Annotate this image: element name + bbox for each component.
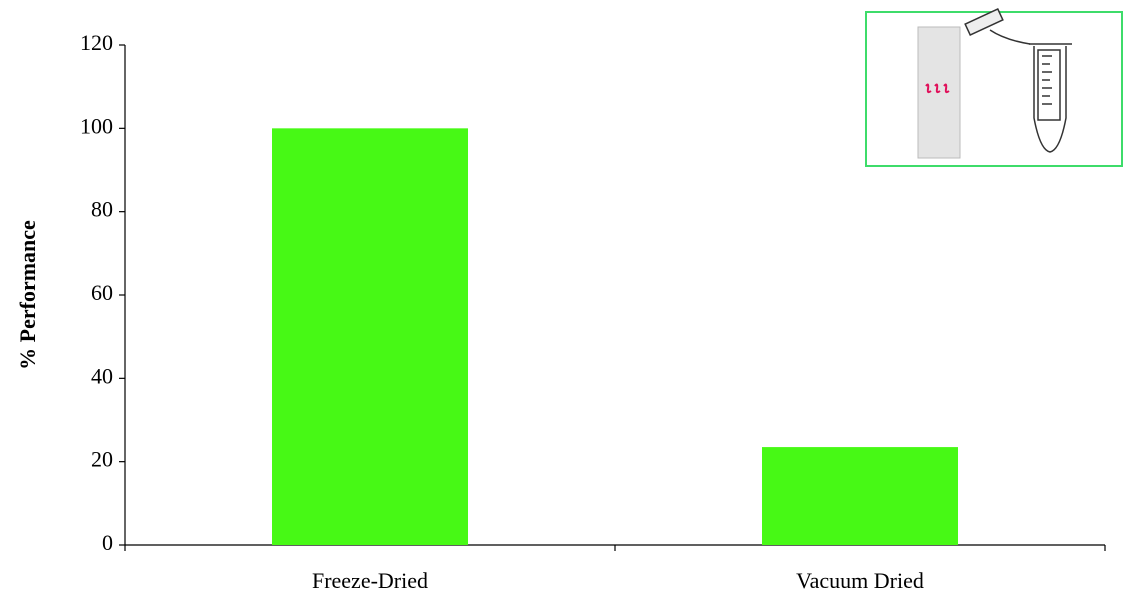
y-tick-label: 0	[102, 530, 113, 555]
bar	[272, 128, 468, 546]
squiggles	[925, 83, 950, 94]
y-tick-label: 100	[80, 113, 113, 138]
inset-frame	[865, 11, 1123, 167]
bar	[762, 447, 958, 545]
y-axis-label: % Performance	[15, 220, 40, 370]
x-tick-label: Freeze-Dried	[312, 568, 428, 593]
y-tick-label: 120	[80, 30, 113, 55]
inset-illustration	[865, 7, 1123, 167]
y-tick-label: 60	[91, 280, 113, 305]
y-tick-label: 40	[91, 363, 113, 388]
y-tick-label: 80	[91, 197, 113, 222]
x-tick-label: Vacuum Dried	[796, 568, 924, 593]
tube	[964, 7, 1072, 153]
y-tick-label: 20	[91, 447, 113, 472]
